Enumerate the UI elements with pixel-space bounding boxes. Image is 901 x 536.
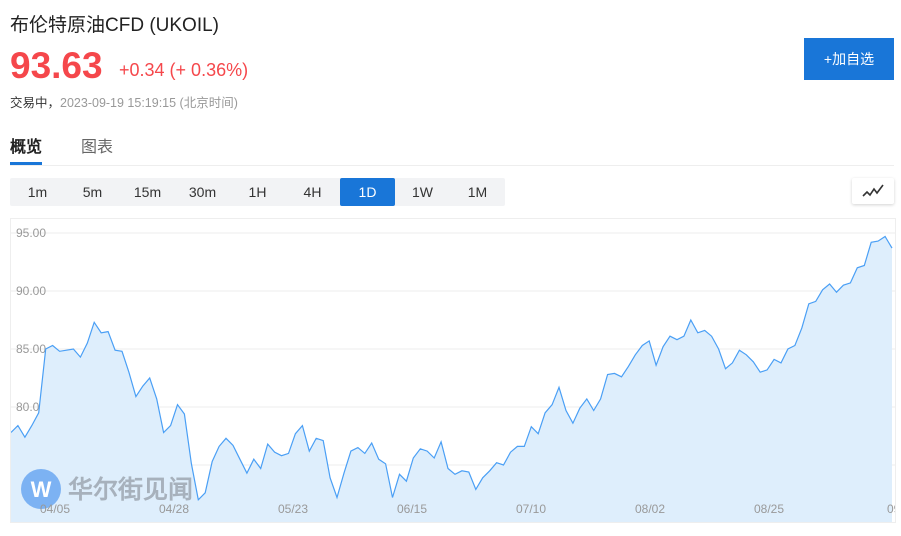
x-tick-label: 04/28 [159, 502, 189, 516]
watermark-logo-letter: W [31, 477, 52, 502]
timestamp: 2023-09-19 15:19:15 (北京时间) [60, 96, 238, 110]
price-line [10, 235, 893, 502]
status-label: 交易中， [10, 96, 61, 110]
timeframe-5m[interactable]: 5m [82, 184, 103, 200]
tab-chart[interactable]: 图表 [81, 139, 114, 156]
timeframe-30m[interactable]: 30m [188, 184, 217, 200]
x-tick-label: 08/02 [635, 502, 665, 516]
watermark-text: 华尔街见闻 [68, 475, 193, 504]
timeframe-selector: 1m 5m 15m 30m 1H 4H 1D 1W 1M [10, 178, 505, 206]
x-tick-label: 08/25 [754, 502, 784, 516]
timeframe-15m[interactable]: 15m [133, 184, 162, 200]
timeframe-1mo[interactable]: 1M [467, 184, 488, 200]
x-tick-label: 07/10 [516, 502, 546, 516]
price-chart: 95.0090.0085.0080.0075.00W华尔街见闻04/0504/2… [10, 218, 901, 523]
x-tick-label: 09/1 [887, 502, 895, 516]
tab-bar: 概览 图表 [10, 133, 894, 166]
chart-type-toggle-button[interactable] [852, 178, 894, 204]
x-tick-label: 04/05 [40, 502, 70, 516]
area-fill [11, 236, 892, 522]
instrument-title: 布伦特原油CFD (UKOIL) [10, 15, 220, 36]
timeframe-1w[interactable]: 1W [412, 184, 433, 200]
line-chart-icon [862, 184, 884, 197]
timeframe-4h[interactable]: 4H [303, 184, 322, 200]
timeframe-1h[interactable]: 1H [248, 184, 267, 200]
y-tick-label: 85.00 [16, 342, 46, 356]
price-chart-svg: 95.0090.0085.0080.0075.00W华尔街见闻04/0504/2… [10, 226, 901, 522]
timeframe-1m[interactable]: 1m [27, 184, 48, 200]
y-tick-label: 95.00 [16, 226, 46, 240]
timeframe-1d[interactable]: 1D [340, 178, 395, 206]
y-tick-label: 90.00 [16, 284, 46, 298]
current-price: 93.63 [10, 45, 103, 86]
price-change: +0.34 (+ 0.36%) [119, 60, 249, 80]
add-to-watchlist-button[interactable]: +加自选 [804, 38, 894, 80]
tab-overview[interactable]: 概览 [10, 133, 43, 165]
x-tick-label: 05/23 [278, 502, 308, 516]
x-tick-label: 06/15 [397, 502, 427, 516]
watermark-logo-icon [21, 469, 61, 509]
trading-status: 交易中，2023-09-19 15:19:15 (北京时间) [10, 92, 238, 111]
